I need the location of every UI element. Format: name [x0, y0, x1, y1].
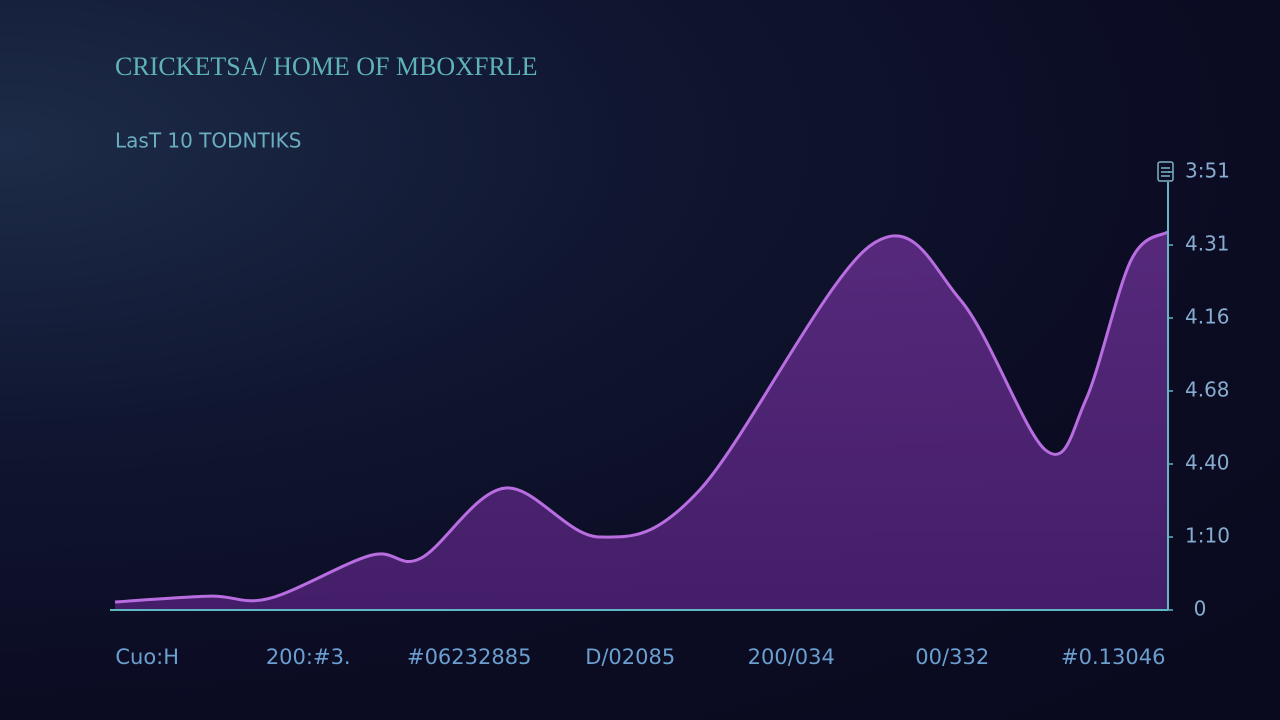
axis-icon [1157, 161, 1174, 182]
area-line [114, 230, 1169, 604]
x-tick-label: #0.13046 [1061, 645, 1165, 669]
y-tick-label: 4.40 [1185, 451, 1230, 475]
y-tick-label: 1:10 [1185, 524, 1230, 548]
y-tick-label: 3:51 [1185, 159, 1230, 183]
plot-area: 0 1:10 4.40 4.68 4.16 4.31 3:51 Cuo:H 200:#3. #06… [110, 159, 1230, 669]
x-tick-label: #06232885 [407, 645, 531, 669]
x-tick-label: 00/332 [915, 645, 989, 669]
area-fill [115, 231, 1168, 611]
y-tick-label: 4.68 [1185, 378, 1230, 402]
y-tick-label: 4.31 [1185, 232, 1230, 256]
x-tick-label: 200/034 [748, 645, 835, 669]
y-tick-label: 4.16 [1185, 305, 1230, 329]
chart-subtitle: LasT 10 TODNTIKS [115, 129, 301, 153]
y-tick-label: 0 [1194, 597, 1207, 621]
chart-title: CRICKETSA/ HOME OF MBOXFRLE [115, 52, 538, 81]
x-tick-label: Cuo:H [115, 645, 179, 669]
x-tick-label: D/02085 [585, 645, 675, 669]
x-tick-label: 200:#3. [266, 645, 351, 669]
